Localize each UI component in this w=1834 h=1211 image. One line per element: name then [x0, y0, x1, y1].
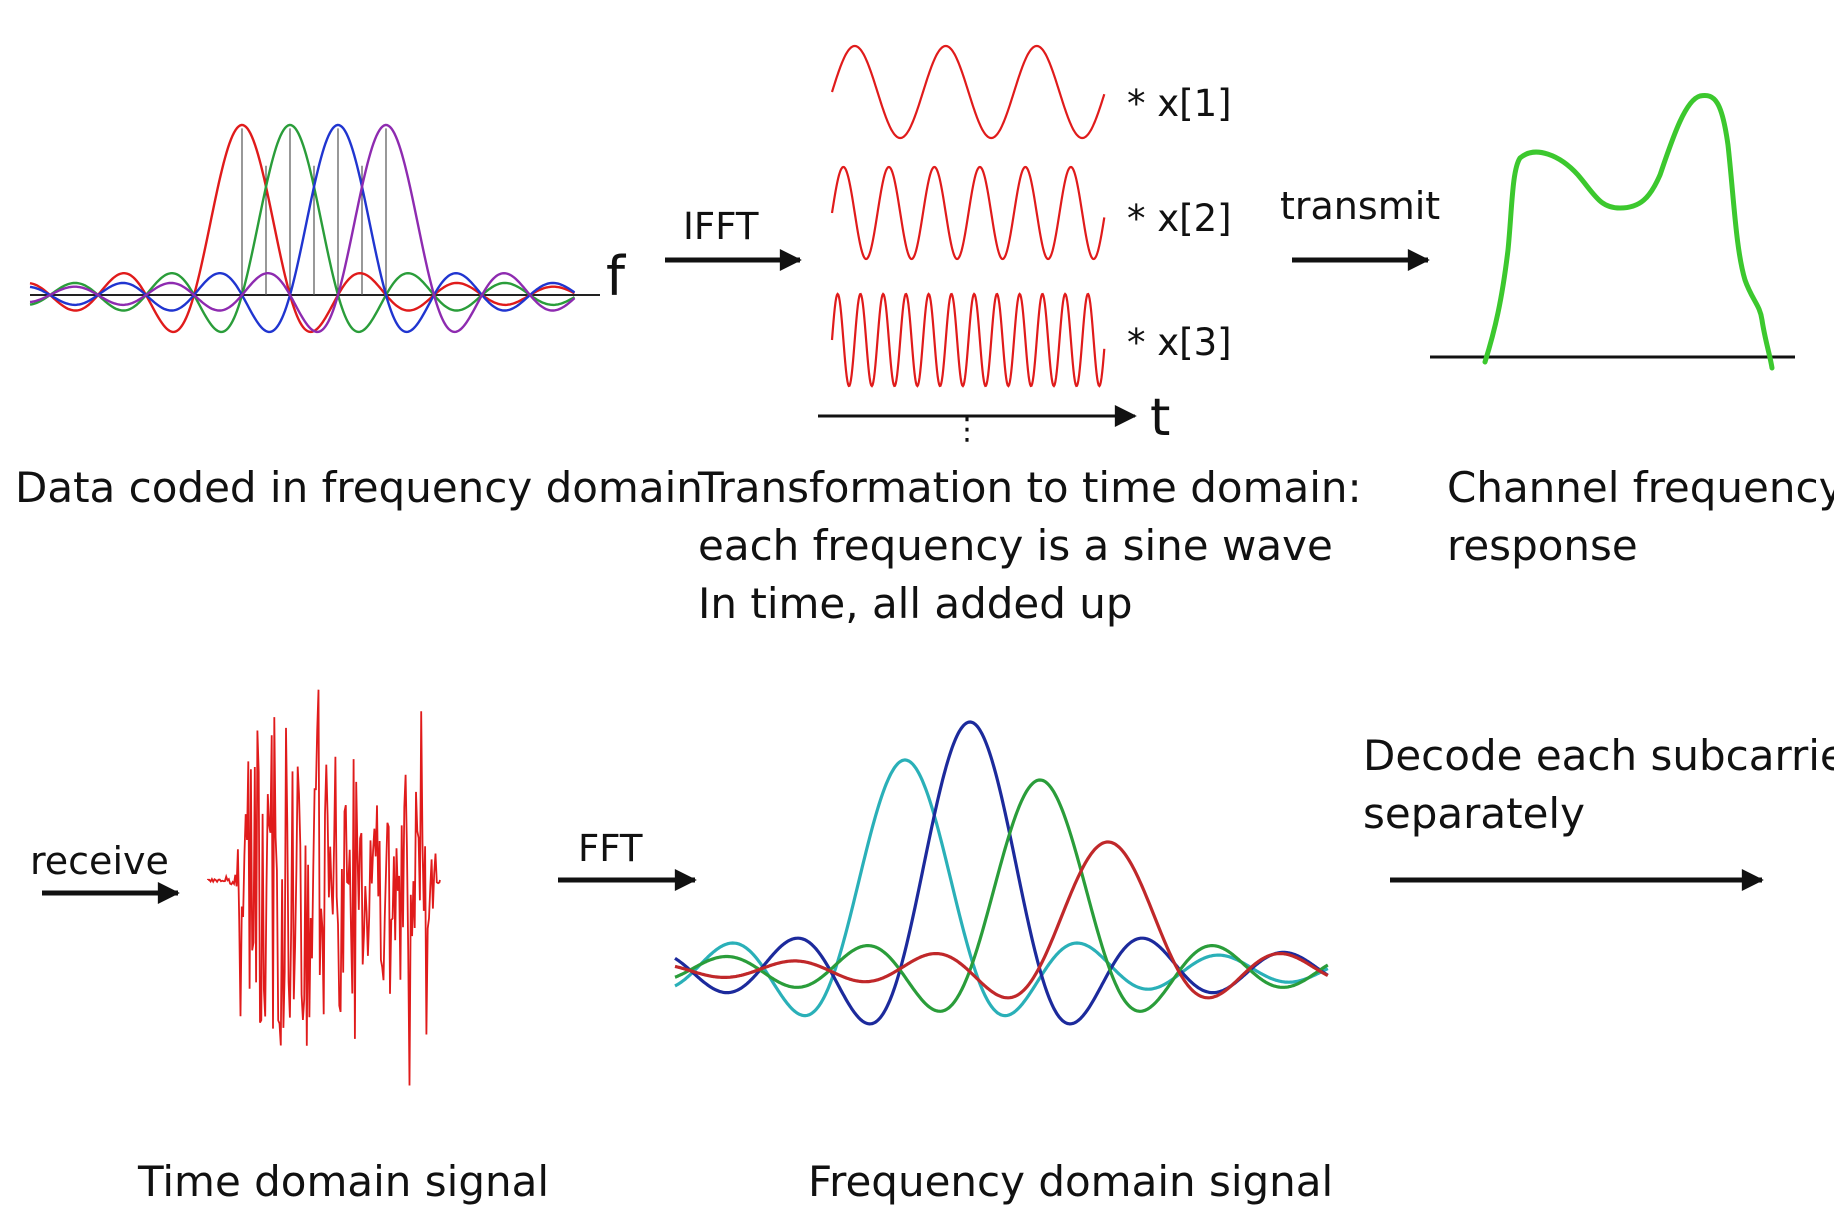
time-domain-signal-trace — [207, 689, 441, 1086]
channel-frequency-response — [1430, 92, 1795, 371]
time-caption-line-1: Transformation to time domain: — [698, 463, 1362, 512]
decode-caption-line-1: Decode each subcarrier — [1363, 731, 1834, 780]
time-signal-caption: Time domain signal — [138, 1157, 550, 1206]
subcarrier-purple — [29, 123, 576, 334]
fft-label: FFT — [578, 827, 643, 870]
time-domain-caption: Transformation to time domain: each freq… — [698, 459, 1362, 633]
time-caption-line-3: In time, all added up — [698, 579, 1133, 628]
subcarrier-blue — [29, 123, 576, 334]
sine-wave-2 — [830, 165, 1106, 261]
frequency-signal-caption: Frequency domain signal — [808, 1157, 1334, 1206]
frequency-axis-label: f — [606, 245, 626, 308]
multiplier-x1: * x[1] — [1127, 82, 1232, 125]
receive-label: receive — [30, 839, 169, 883]
channel-caption-line-1: Channel frequency — [1447, 463, 1834, 512]
time-axis-label: t — [1150, 388, 1171, 448]
sine-wave-1 — [830, 44, 1106, 140]
frequency-domain-caption: Data coded in frequency domain — [15, 463, 703, 512]
decode-caption: Decode each subcarrier separately — [1363, 727, 1834, 843]
multiplier-x2: * x[2] — [1127, 197, 1232, 240]
subcarrier-red — [29, 123, 576, 334]
fd-curve-teal — [674, 758, 1329, 1018]
transmit-label: transmit — [1280, 184, 1441, 228]
fd-curve-navy — [674, 720, 1329, 1026]
ellipsis: ⋮ — [952, 412, 982, 447]
multiplier-x3: * x[3] — [1127, 321, 1232, 364]
time-caption-line-2: each frequency is a sine wave — [698, 521, 1333, 570]
channel-caption-line-2: response — [1447, 521, 1638, 570]
frequency-domain-signal-curves — [674, 720, 1329, 1026]
channel-caption: Channel frequency response — [1447, 459, 1834, 575]
channel-response-curve — [1482, 92, 1775, 371]
time-domain-sine-waves — [818, 44, 1137, 427]
decode-caption-line-2: separately — [1363, 789, 1585, 838]
ifft-label: IFFT — [683, 205, 759, 248]
frequency-domain-subcarriers — [29, 123, 600, 334]
fd-curve-green — [674, 778, 1329, 1013]
sine-wave-3 — [830, 292, 1106, 388]
fd-curve-dark-red — [674, 840, 1329, 1000]
